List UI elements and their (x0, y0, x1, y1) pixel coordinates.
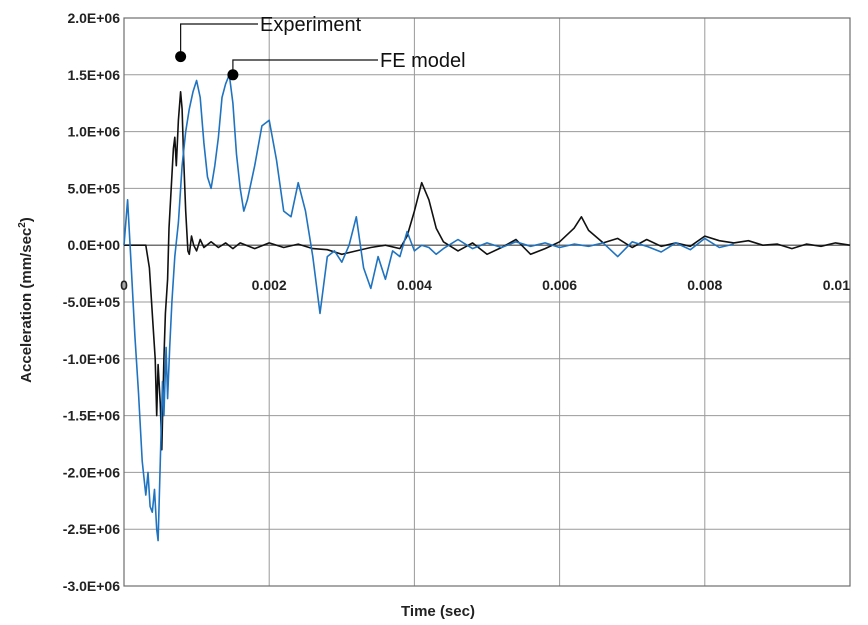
x-tick-label: 0 (120, 277, 128, 293)
x-tick-label: 0.006 (542, 277, 577, 293)
y-axis-title-sup: 2 (17, 222, 28, 228)
y-axis-title-close: ) (18, 217, 35, 222)
plot-frame (123, 17, 851, 587)
x-axis-title: Time (sec) (401, 603, 475, 620)
annotation-marker (227, 69, 239, 81)
y-tick-label: -2.0E+06 (63, 464, 120, 480)
annotation-leader (180, 23, 258, 57)
y-axis-title: Acceleration (mm/sec2) (17, 217, 35, 383)
annotation-label: Experiment (260, 14, 362, 36)
y-tick-label: 1.5E+06 (67, 67, 120, 83)
y-tick-label: 5.0E+05 (67, 180, 120, 196)
y-tick-label: 0.0E+00 (67, 237, 120, 253)
series-lines (123, 74, 851, 542)
y-tick-label: 1.0E+06 (67, 124, 120, 140)
x-tick-label: 0.004 (397, 277, 432, 293)
y-tick-labels: 2.0E+06 1.5E+06 1.0E+06 5.0E+05 0.0E+00 -5.0E… (63, 10, 120, 594)
x-tick-label: 0.01 (823, 277, 850, 293)
annotation-leader (232, 59, 378, 75)
x-tick-labels: 0 0.002 0.004 0.006 0.008 0.01 (120, 277, 850, 293)
y-tick-label: -1.0E+06 (63, 351, 120, 367)
y-tick-label: -5.0E+05 (63, 294, 120, 310)
x-tick-label: 0.002 (252, 277, 287, 293)
x-tick-label: 0.008 (687, 277, 722, 293)
y-tick-label: -2.5E+06 (63, 521, 120, 537)
series-line-experiment (124, 91, 851, 451)
annotations: Experiment FE model (175, 14, 466, 81)
annotation-label: FE model (380, 50, 466, 72)
y-axis-title-main: Acceleration (mm/sec (18, 228, 35, 383)
y-tick-label: -3.0E+06 (63, 578, 120, 594)
series-line-fe-model (123, 74, 734, 542)
y-tick-label: -1.5E+06 (63, 408, 120, 424)
annotation-marker (175, 51, 187, 63)
y-tick-label: 2.0E+06 (67, 10, 120, 26)
